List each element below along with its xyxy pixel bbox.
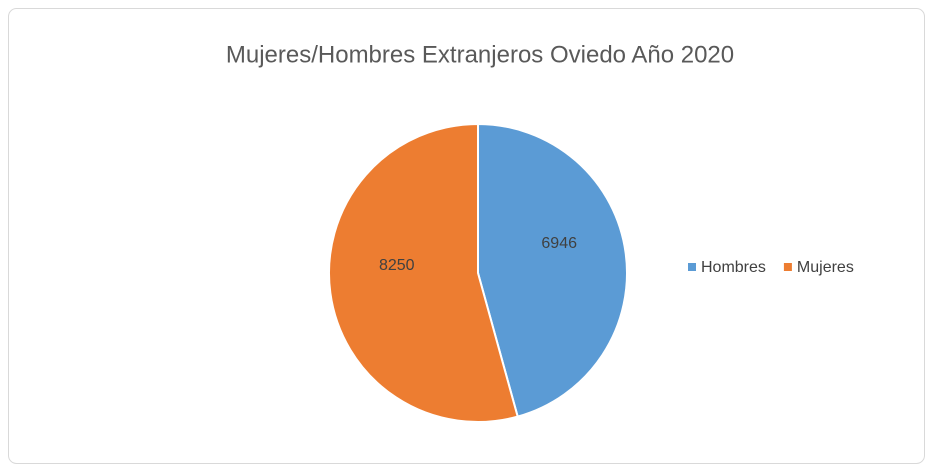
chart-title: Mujeres/Hombres Extranjeros Oviedo Año 2… bbox=[226, 41, 734, 68]
legend-swatch bbox=[688, 263, 696, 271]
legend-label: Hombres bbox=[701, 259, 766, 276]
data-label: 8250 bbox=[379, 257, 415, 274]
data-label: 6946 bbox=[541, 235, 577, 252]
legend-swatch bbox=[783, 263, 792, 271]
pie-slice bbox=[328, 122, 519, 423]
legend-label: Mujeres bbox=[797, 259, 854, 276]
pie-slice bbox=[477, 122, 628, 418]
